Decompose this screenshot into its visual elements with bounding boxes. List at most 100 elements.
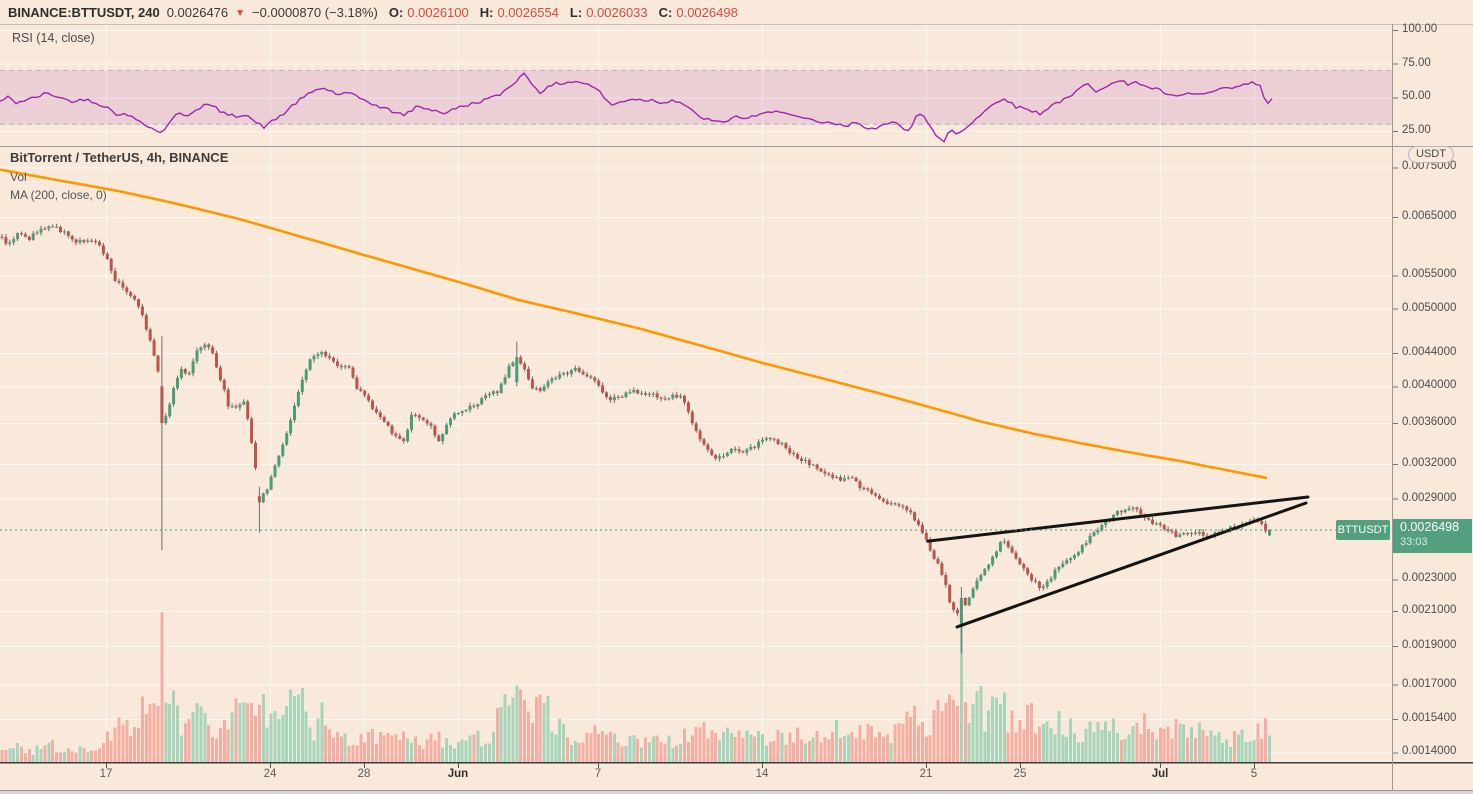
candle-body: [62, 231, 66, 233]
volume-bar: [1232, 731, 1236, 762]
volume-bar: [293, 696, 296, 762]
close-value: 0.0026498: [676, 4, 738, 20]
candle-body: [753, 446, 757, 448]
volume-bar: [534, 696, 538, 762]
volume-bar: [1119, 740, 1123, 762]
volume-bar: [398, 739, 402, 762]
volume-bar: [862, 739, 866, 762]
volume-bar: [959, 608, 963, 762]
axis-tick-label: 0.0029000: [1402, 491, 1457, 504]
volume-bar: [413, 736, 417, 762]
axis-tick-label: 0.0065000: [1402, 210, 1457, 223]
time-axis-label: 17: [99, 768, 113, 780]
time-axis-label: 14: [755, 768, 769, 780]
candle-body: [59, 226, 62, 233]
candle-body: [1088, 535, 1092, 544]
volume-bar: [168, 703, 172, 762]
volume-bar: [683, 728, 686, 762]
chart-title[interactable]: BitTorrent / TetherUS, 4h, BINANCE: [10, 150, 229, 165]
candle-body: [1069, 558, 1073, 561]
candle-body: [1057, 567, 1061, 570]
volume-bar: [285, 705, 289, 762]
candle-body: [558, 374, 562, 379]
bar-countdown: 33:03: [1400, 536, 1428, 548]
candle-body: [445, 424, 449, 435]
volume-bar: [1069, 718, 1073, 762]
candle-body: [620, 396, 624, 398]
candle-body: [901, 505, 905, 507]
ma-legend[interactable]: MA (200, close, 0): [10, 188, 107, 202]
candle-body: [199, 347, 203, 351]
candle-body: [1264, 523, 1268, 531]
currency-toggle-button[interactable]: USDT: [1408, 146, 1454, 163]
candle-body: [1022, 564, 1026, 569]
candle-body: [156, 355, 160, 372]
volume-bar: [117, 717, 121, 762]
volume-bar: [936, 700, 940, 762]
volume-bar: [792, 742, 796, 762]
trendline: [926, 495, 1310, 543]
rsi-indicator-legend[interactable]: RSI (14, close): [12, 31, 95, 45]
candle-body: [764, 438, 768, 440]
volume-bar: [12, 748, 16, 762]
candle-body: [671, 394, 675, 399]
candle-body: [597, 380, 601, 386]
candle-body: [129, 292, 133, 296]
volume-bar: [23, 753, 27, 762]
volume-bar: [1041, 723, 1045, 762]
ma200-line: [0, 168, 1268, 480]
volume-bar: [940, 710, 944, 762]
volume-bar: [125, 720, 129, 762]
volume-bar: [928, 735, 932, 762]
volume-bar: [183, 723, 187, 762]
volume-bar: [1018, 719, 1022, 762]
volume-bar: [410, 743, 413, 762]
volume-bar: [1053, 734, 1057, 762]
volume-bar: [1229, 747, 1232, 762]
candle-body: [815, 464, 819, 469]
volume-bar: [881, 736, 885, 762]
volume-bar: [390, 735, 394, 762]
volume-bar: [218, 728, 222, 762]
volume-bar: [924, 736, 928, 762]
candle-body: [959, 598, 963, 625]
volume-bar: [464, 740, 468, 762]
volume-legend[interactable]: Vol: [10, 170, 27, 184]
volume-bar: [1022, 729, 1026, 762]
candle-body: [47, 226, 51, 229]
candle-body: [1193, 532, 1197, 534]
volume-bar: [725, 727, 729, 762]
candle-body: [819, 468, 823, 472]
volume-bar: [780, 733, 784, 762]
price-scale-axis[interactable]: USDT 0.0026498 33:03 100.00 75.00 50.00 25.…: [1392, 23, 1473, 790]
candle-body: [242, 401, 246, 405]
volume-bar: [995, 697, 998, 762]
volume-bar: [605, 734, 608, 762]
candle-body: [612, 396, 616, 401]
volume-bar: [1010, 710, 1014, 762]
volume-bar: [628, 736, 632, 762]
candle-body: [152, 340, 156, 356]
candle-body: [1260, 521, 1264, 524]
candle-body: [300, 379, 304, 392]
volume-bar: [1030, 702, 1034, 762]
volume-bar: [101, 742, 105, 762]
candle-body: [889, 503, 893, 505]
axis-tick-label: 0.0032000: [1402, 457, 1457, 470]
volume-bar: [164, 702, 168, 762]
volume-bar: [698, 727, 702, 762]
volume-bar: [1131, 726, 1135, 762]
candle-body: [452, 413, 456, 419]
candle-body: [593, 377, 597, 381]
candle-body: [1174, 531, 1178, 537]
candle-body: [66, 231, 70, 236]
candle-body: [745, 449, 749, 453]
time-axis[interactable]: 17 24 28 Jun 7 14 21 25 Jul 5: [0, 764, 1392, 790]
candle-body: [456, 413, 460, 414]
candle-body: [257, 496, 261, 503]
volume-bar: [589, 733, 593, 762]
candle-body: [761, 439, 764, 442]
volume-bar: [456, 742, 460, 762]
